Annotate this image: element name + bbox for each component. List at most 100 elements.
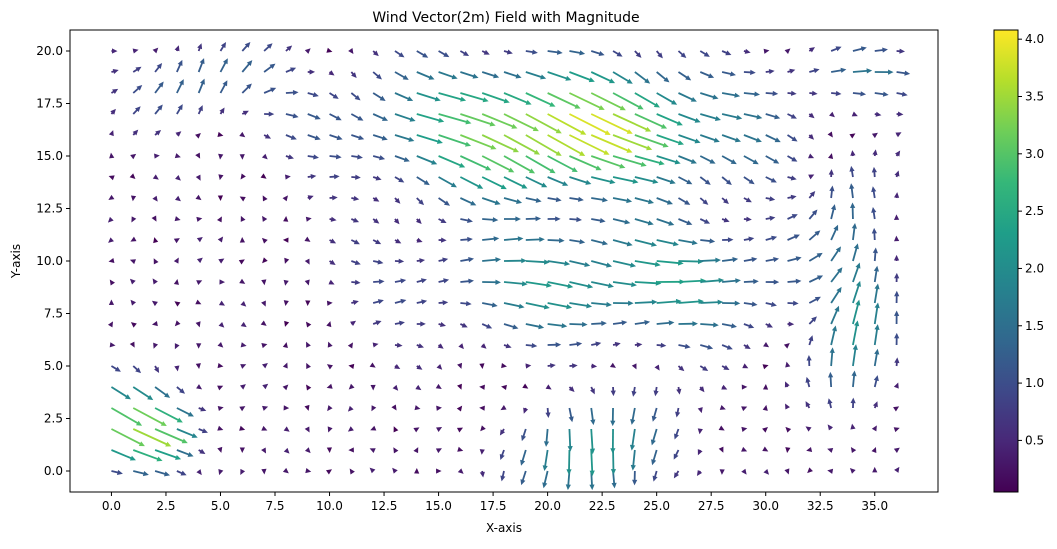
wind-vector-head xyxy=(732,257,738,262)
wind-vector-shaft xyxy=(613,282,633,285)
wind-vector-shaft xyxy=(220,62,225,72)
wind-vector-shaft xyxy=(853,348,856,366)
wind-vector xyxy=(828,424,833,430)
wind-vector xyxy=(217,386,223,391)
wind-vector-head xyxy=(326,321,331,327)
wind-vector xyxy=(199,449,206,454)
wind-vector xyxy=(370,468,376,474)
wind-vector xyxy=(569,135,609,155)
wind-vector xyxy=(613,240,633,246)
wind-vector-head xyxy=(355,260,361,265)
wind-vector-head xyxy=(762,447,768,452)
wind-vector-head xyxy=(806,426,812,431)
wind-vector-shaft xyxy=(700,114,717,119)
wind-vector-shaft xyxy=(700,135,716,141)
wind-vector-head xyxy=(854,243,859,249)
wind-vector-head xyxy=(108,258,114,263)
wind-vector-head xyxy=(332,195,338,200)
wind-vector xyxy=(196,175,201,181)
wind-vector xyxy=(393,385,399,391)
wind-vector-shaft xyxy=(417,135,439,142)
wind-vector-head xyxy=(769,196,775,201)
wind-vector xyxy=(395,321,405,326)
wind-vector-head xyxy=(894,273,899,279)
wind-vector xyxy=(590,450,595,476)
wind-vector-head xyxy=(852,223,857,229)
wind-vector-shaft xyxy=(417,72,431,78)
wind-vector-head xyxy=(262,363,268,368)
wind-vector xyxy=(460,51,469,56)
wind-vector xyxy=(217,216,222,222)
wind-vector-head xyxy=(641,162,647,167)
wind-vector-head xyxy=(663,143,669,148)
wind-vector-shaft xyxy=(875,270,877,282)
wind-vector xyxy=(219,108,224,114)
wind-vector xyxy=(286,90,299,95)
wind-vector xyxy=(831,68,846,73)
wind-vector-head xyxy=(699,386,704,392)
wind-vector xyxy=(283,342,288,348)
wind-vector xyxy=(569,217,582,222)
wind-vector-shaft xyxy=(831,70,842,72)
wind-vector xyxy=(217,426,223,431)
wind-vector xyxy=(875,302,880,324)
wind-vector xyxy=(395,51,405,57)
wind-vector-head xyxy=(850,424,855,430)
wind-vector-head xyxy=(358,135,364,140)
wind-vector xyxy=(654,387,659,396)
wind-vector xyxy=(217,447,222,453)
wind-vector xyxy=(897,112,904,117)
wind-vector xyxy=(373,51,379,57)
wind-vector xyxy=(439,322,446,327)
wind-vector xyxy=(500,405,506,410)
wind-vector xyxy=(330,239,337,244)
wind-vector xyxy=(177,104,183,114)
wind-vector-head xyxy=(678,140,684,145)
wind-vector xyxy=(439,278,450,283)
wind-vector-head xyxy=(576,342,582,347)
wind-vector-head xyxy=(217,216,222,222)
wind-vector xyxy=(109,175,115,180)
wind-vector xyxy=(504,49,513,54)
wind-vector-head xyxy=(164,471,170,476)
wind-vector-shaft xyxy=(591,72,611,81)
wind-vector-head xyxy=(217,132,223,137)
wind-vector xyxy=(130,342,135,348)
wind-vector-head xyxy=(692,321,698,326)
wind-vector-head xyxy=(566,484,571,490)
wind-vector xyxy=(678,135,700,143)
y-axis-ticks: 0.02.55.07.510.012.515.017.520.0 xyxy=(36,44,70,478)
wind-vector xyxy=(788,156,798,162)
wind-vector-shaft xyxy=(831,376,832,387)
wind-vector xyxy=(395,238,401,243)
wind-vector-head xyxy=(156,456,162,461)
wind-vector-head xyxy=(674,433,679,439)
wind-vector-head xyxy=(602,197,608,202)
wind-vector-head xyxy=(108,195,114,200)
wind-vector xyxy=(895,150,900,156)
wind-vector-head xyxy=(894,236,899,242)
wind-vector-head xyxy=(774,114,780,119)
wind-vector-head xyxy=(602,240,608,245)
wind-vector xyxy=(133,48,139,53)
wind-vector-head xyxy=(218,237,223,243)
wind-vector xyxy=(130,237,136,242)
wind-vector xyxy=(874,349,879,366)
wind-vector xyxy=(460,323,467,328)
wind-vector-shaft xyxy=(853,227,855,240)
wind-vector-head xyxy=(306,342,311,348)
wind-vector xyxy=(413,427,419,432)
wind-vector-head xyxy=(283,216,288,222)
wind-vector-shaft xyxy=(111,450,132,459)
wind-vector xyxy=(240,197,246,202)
wind-vector-head xyxy=(153,237,158,243)
wind-vector xyxy=(348,406,354,412)
wind-vector xyxy=(788,195,797,200)
wind-vector xyxy=(174,258,179,264)
wind-vector-head xyxy=(284,448,290,454)
wind-vector-shaft xyxy=(591,450,592,472)
wind-vector xyxy=(568,429,573,452)
wind-vector xyxy=(457,447,463,452)
wind-vector-head xyxy=(419,258,425,263)
wind-vector xyxy=(395,299,406,304)
